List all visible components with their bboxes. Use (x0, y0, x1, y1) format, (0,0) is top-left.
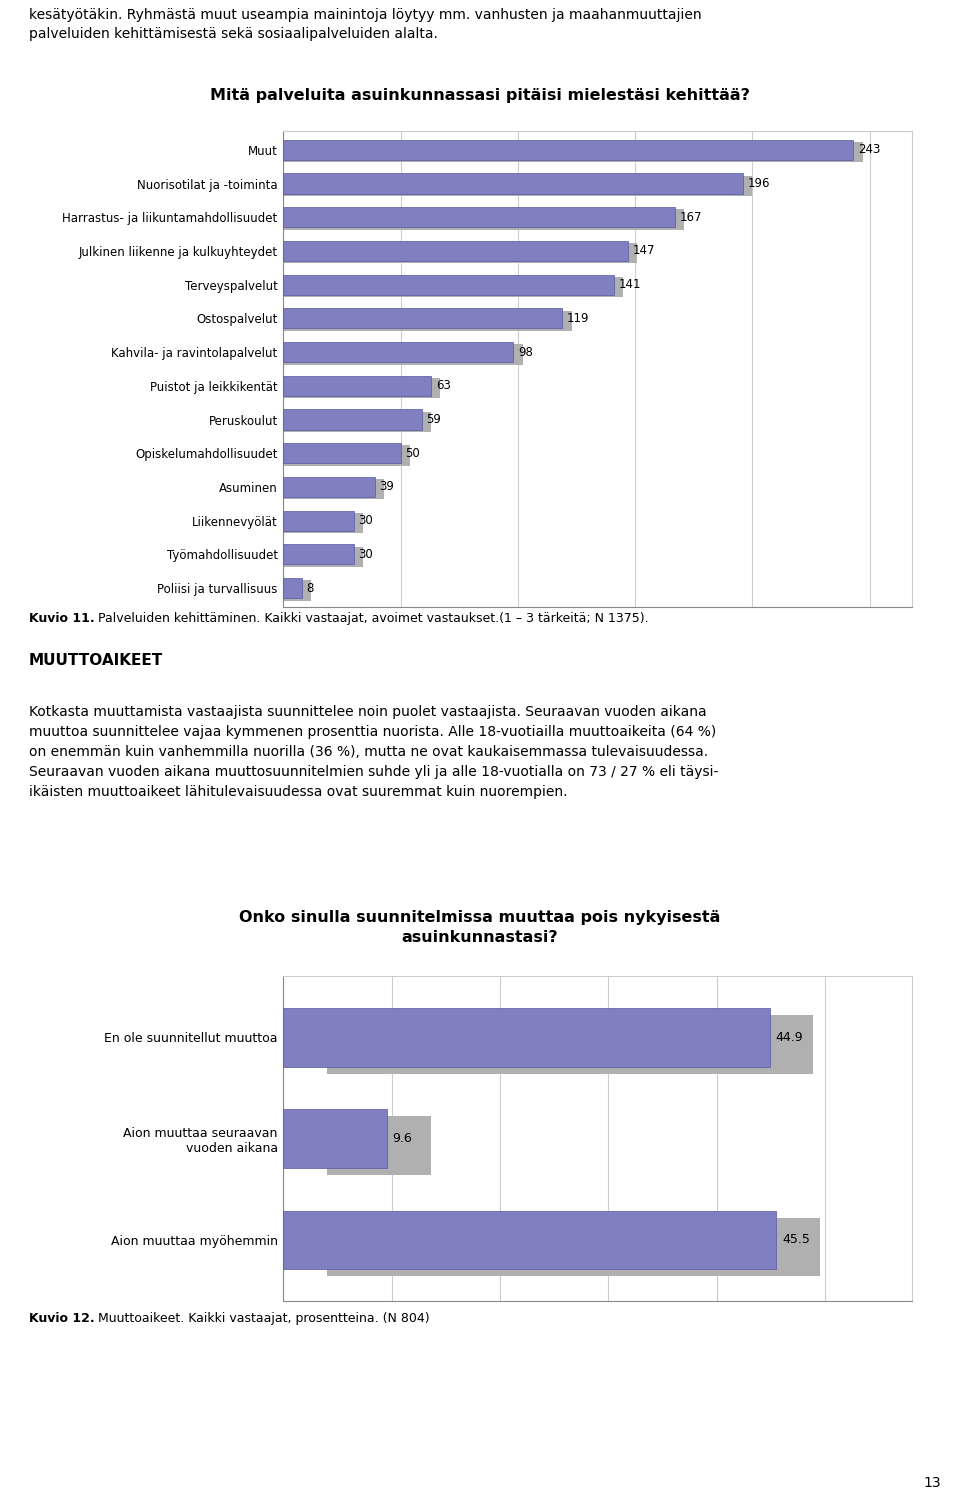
Bar (283, 308, 563, 329)
Bar (283, 444, 400, 463)
Bar (283, 409, 421, 430)
Bar (283, 275, 614, 294)
Bar (283, 581, 311, 601)
Text: 196: 196 (748, 177, 770, 190)
Text: Onko sinulla suunnitelmissa muuttaa pois nykyisestä
asuinkunnastasi?: Onko sinulla suunnitelmissa muuttaa pois… (239, 910, 721, 945)
Bar (283, 513, 363, 533)
Text: 63: 63 (436, 379, 450, 392)
Bar (283, 376, 431, 395)
Text: 30: 30 (358, 515, 373, 527)
Bar (283, 175, 753, 196)
Bar (283, 1109, 387, 1168)
Text: 45.5: 45.5 (781, 1233, 810, 1246)
Text: 141: 141 (618, 278, 641, 291)
Bar (283, 510, 353, 531)
Bar (283, 174, 743, 193)
Bar (283, 343, 514, 362)
Text: Mitä palveluita asuinkunnassasi pitäisi mielestäsi kehittää?: Mitä palveluita asuinkunnassasi pitäisi … (210, 88, 750, 103)
Text: Muuttoaikeet. Kaikki vastaajat, prosentteina. (N 804): Muuttoaikeet. Kaikki vastaajat, prosentt… (94, 1311, 429, 1325)
Bar (283, 311, 572, 330)
Bar (283, 207, 675, 228)
Text: MUUTTOAIKEET: MUUTTOAIKEET (29, 653, 163, 668)
Text: 50: 50 (405, 447, 420, 460)
Text: 167: 167 (680, 211, 702, 223)
Bar (283, 344, 522, 365)
Bar (283, 480, 384, 499)
Text: 8: 8 (306, 581, 314, 595)
Bar (283, 379, 441, 398)
Bar (283, 445, 410, 466)
Bar (283, 278, 623, 297)
Text: kesätyötäkin. Ryhmästä muut useampia mainintoja löytyy mm. vanhusten ja maahanmu: kesätyötäkin. Ryhmästä muut useampia mai… (29, 8, 702, 41)
Text: Palveluiden kehittäminen. Kaikki vastaajat, avoimet vastaukset.(1 – 3 tärkeitä; : Palveluiden kehittäminen. Kaikki vastaaj… (94, 613, 648, 625)
Text: Kuvio 12.: Kuvio 12. (29, 1311, 94, 1325)
Text: 44.9: 44.9 (776, 1031, 803, 1044)
Text: 9.6: 9.6 (393, 1132, 413, 1145)
Text: 59: 59 (426, 413, 442, 426)
Bar (283, 578, 302, 598)
Text: 119: 119 (567, 312, 589, 324)
Text: 39: 39 (379, 480, 395, 493)
Bar (283, 241, 628, 261)
Bar (283, 142, 863, 163)
Bar (283, 546, 363, 567)
Bar (283, 243, 637, 264)
Text: Kotkasta muuttamista vastaajista suunnittelee noin puolet vastaajista. Seuraavan: Kotkasta muuttamista vastaajista suunnit… (29, 705, 718, 798)
Bar (283, 1210, 777, 1269)
Text: Kuvio 11.: Kuvio 11. (29, 613, 94, 625)
Bar (283, 140, 853, 160)
Bar (283, 412, 431, 432)
Text: 243: 243 (858, 143, 880, 157)
Text: 147: 147 (633, 244, 656, 258)
Bar (283, 545, 353, 564)
Bar (283, 210, 684, 229)
Text: 13: 13 (924, 1476, 941, 1489)
Text: 30: 30 (358, 548, 373, 561)
Bar (283, 1008, 770, 1067)
Bar (283, 477, 374, 496)
Text: 98: 98 (517, 346, 533, 359)
